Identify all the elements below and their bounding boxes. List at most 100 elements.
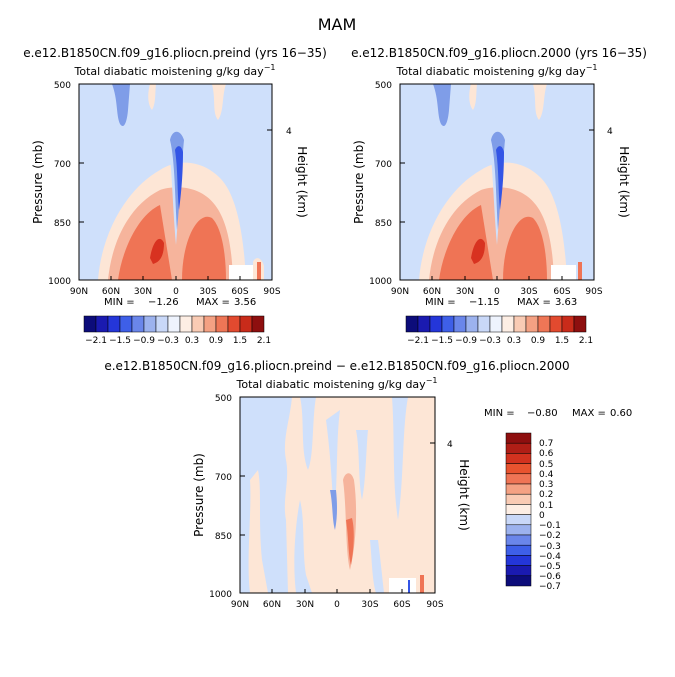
colorbar-swatch (513, 315, 527, 333)
colorbar-swatch (155, 315, 169, 333)
x-tick-label: 60N (263, 600, 281, 610)
colorbar-swatch (505, 483, 532, 495)
colorbar-swatch (573, 315, 587, 333)
y-ticks-left: 500 700 850 1000 (48, 81, 84, 287)
y-tick-label: 1000 (209, 590, 232, 600)
x-tick-label: 30S (199, 287, 216, 297)
colorbar-swatch (477, 315, 491, 333)
x-tick-label: 30N (296, 600, 314, 610)
y-tick-label: 700 (375, 160, 392, 170)
colorbar-swatch (561, 315, 575, 333)
panel-preind: e.e12.B1850CN.f09_g16.pliocn.preind (yrs… (23, 46, 327, 346)
colorbar-swatch (505, 493, 532, 505)
colorbar-label: 0.5 (539, 460, 553, 470)
colorbar-swatch (505, 534, 532, 546)
y-ticks-left: 500 700 850 1000 (209, 394, 245, 600)
max-label: MAX = (196, 297, 230, 308)
contour-field (400, 84, 594, 280)
colorbar-swatch (143, 315, 157, 333)
colorbar-swatch (505, 555, 532, 566)
colorbar-swatch (489, 315, 503, 333)
x-tick-label: 90S (585, 287, 602, 297)
colorbar-label: −2.1 (85, 336, 107, 346)
colorbar-label: −0.4 (539, 552, 561, 562)
panel-subtitle: Total diabatic moistening g/kg day−1 (396, 63, 598, 78)
x-ticks: 90N 60N 30N 0 30S 60S 90S (391, 276, 603, 297)
right-axis-label: Height (km) (457, 459, 471, 530)
min-label: MIN = (484, 408, 515, 419)
max-value: 0.60 (610, 408, 632, 419)
x-tick-label: 90N (70, 287, 88, 297)
x-tick-label: 60S (231, 287, 248, 297)
x-tick-label: 60N (423, 287, 441, 297)
y-tick-label: 700 (54, 160, 71, 170)
panel-title: e.e12.B1850CN.f09_g16.pliocn.preind − e.… (104, 359, 569, 373)
colorbar-label: −0.3 (157, 336, 179, 346)
colorbar-swatch (441, 315, 455, 333)
colorbar-label: 0.9 (531, 336, 546, 346)
colorbar (505, 432, 532, 587)
min-label: MIN = (104, 297, 135, 308)
right-tick-label: 4 (286, 127, 292, 137)
x-tick-label: 0 (173, 287, 179, 297)
colorbar-swatch (505, 524, 532, 536)
colorbar-swatch (179, 315, 193, 333)
colorbar-swatch (251, 315, 265, 333)
y-tick-label: 700 (215, 473, 232, 483)
y-tick-label: 500 (375, 81, 392, 91)
colorbar-label: −0.2 (539, 531, 561, 541)
colorbar-swatch (83, 315, 97, 333)
colorbar-swatch (505, 453, 532, 464)
colorbar-label: −0.3 (539, 542, 561, 552)
x-tick-label: 90S (263, 287, 280, 297)
x-tick-label: 90N (231, 600, 249, 610)
colorbar-swatch (525, 315, 539, 333)
min-value: −1.26 (148, 297, 179, 308)
x-tick-label: 90S (426, 600, 443, 610)
colorbar-label: −0.9 (455, 336, 477, 346)
x-tick-label: 30N (134, 287, 152, 297)
x-tick-label: 90N (391, 287, 409, 297)
max-label: MAX = (572, 408, 606, 419)
min-value: −0.80 (527, 408, 558, 419)
y-tick-label: 500 (54, 81, 71, 91)
y-tick-label: 850 (215, 532, 232, 542)
colorbar-swatch (215, 315, 229, 333)
x-tick-label: 0 (494, 287, 500, 297)
colorbar-label: 0.4 (539, 470, 554, 480)
colorbar-label: −0.3 (479, 336, 501, 346)
x-tick-label: 60N (102, 287, 120, 297)
colorbar-label: 0.2 (539, 490, 553, 500)
min-value: −1.15 (469, 297, 500, 308)
y-tick-label: 1000 (48, 277, 71, 287)
max-value: 3.56 (234, 297, 256, 308)
colorbar-swatch (453, 315, 467, 333)
panel-2000: e.e12.B1850CN.f09_g16.pliocn.2000 (yrs 1… (351, 46, 647, 346)
colorbar-swatch (131, 315, 145, 333)
page-title: MAM (318, 15, 357, 34)
colorbar-label: 1.5 (555, 336, 569, 346)
panel-difference: e.e12.B1850CN.f09_g16.pliocn.preind − e.… (104, 359, 632, 610)
contour-field (240, 397, 435, 593)
y-tick-label: 850 (375, 219, 392, 229)
colorbar (405, 315, 587, 333)
panel-subtitle: Total diabatic moistening g/kg day−1 (236, 376, 438, 391)
panel-subtitle: Total diabatic moistening g/kg day−1 (74, 63, 276, 78)
colorbar-label: 2.1 (257, 336, 271, 346)
colorbar-swatch (549, 315, 563, 333)
colorbar-label: 0.3 (507, 336, 521, 346)
colorbar-swatch (191, 315, 205, 333)
colorbar-label: 0.3 (185, 336, 199, 346)
colorbar-label: −2.1 (407, 336, 429, 346)
right-axis-label: Height (km) (617, 146, 631, 217)
colorbar-label: −0.7 (539, 582, 561, 592)
colorbar-swatch (465, 315, 479, 333)
colorbar-label: −0.9 (133, 336, 155, 346)
right-axis-label: Height (km) (295, 146, 309, 217)
colorbar-swatch (505, 544, 532, 556)
colorbar-swatch (227, 315, 241, 333)
colorbar-swatch (505, 473, 532, 485)
colorbar-swatch (107, 315, 121, 333)
colorbar-label: −0.1 (539, 521, 561, 531)
colorbar-label: 0.7 (539, 439, 553, 449)
